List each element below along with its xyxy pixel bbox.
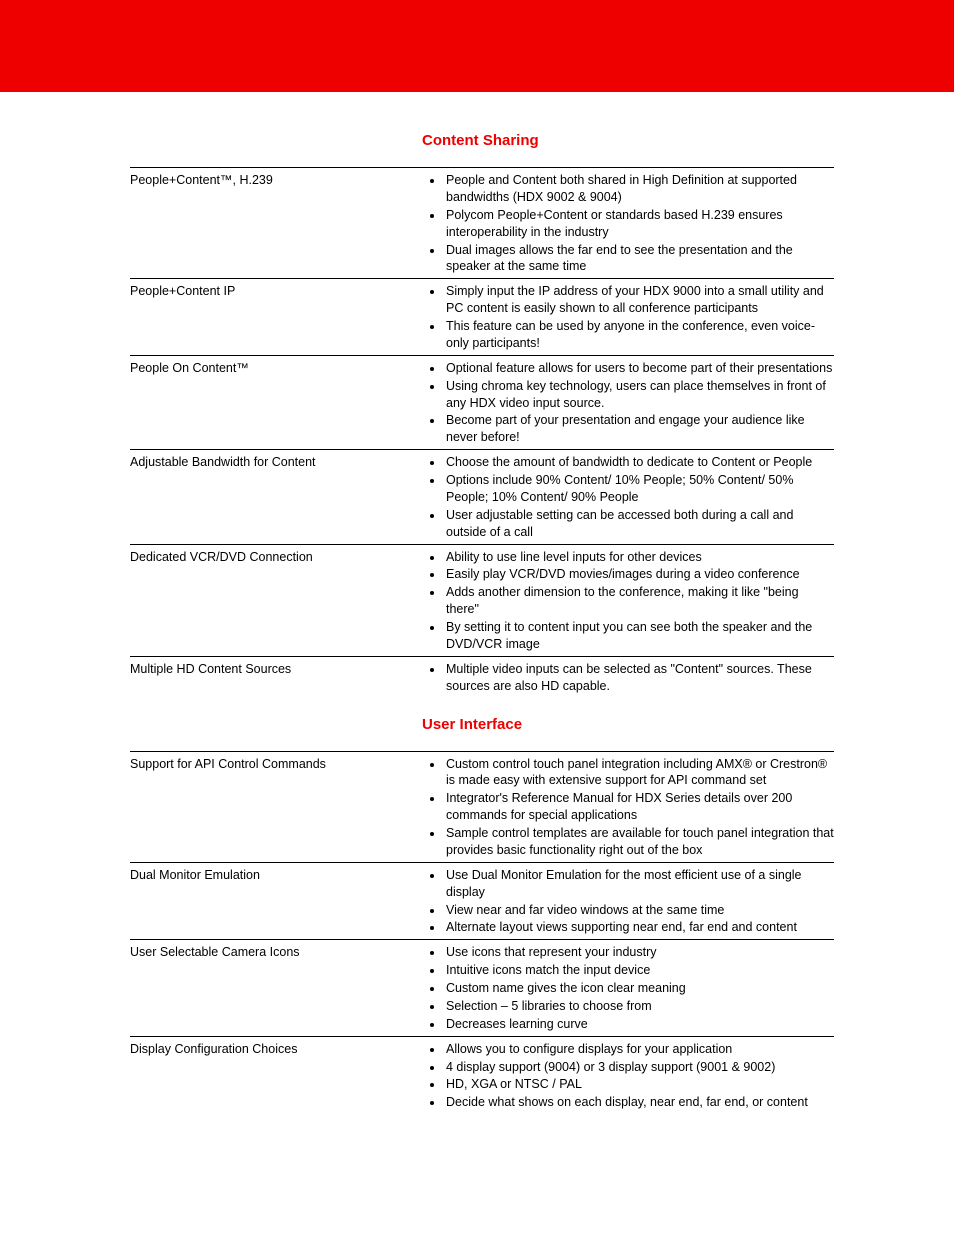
page-content: Content Sharing People+Content™, H.239 P… (0, 92, 954, 1114)
feature-label: Adjustable Bandwidth for Content (130, 454, 422, 541)
feature-details: Multiple video inputs can be selected as… (422, 661, 834, 696)
list-item: Multiple video inputs can be selected as… (444, 661, 834, 695)
feature-label: Support for API Control Commands (130, 756, 422, 860)
section-title: User Interface (422, 716, 834, 733)
list-item: Polycom People+Content or standards base… (444, 207, 834, 241)
list-item: Decreases learning curve (444, 1016, 834, 1033)
feature-details: Simply input the IP address of your HDX … (422, 283, 834, 353)
section-title: Content Sharing (422, 132, 834, 149)
list-item: Allows you to configure displays for you… (444, 1041, 834, 1058)
list-item: Adds another dimension to the conference… (444, 584, 834, 618)
feature-details: Ability to use line level inputs for oth… (422, 549, 834, 654)
list-item: Simply input the IP address of your HDX … (444, 283, 834, 317)
table-row: Support for API Control Commands Custom … (130, 751, 834, 862)
feature-label: People+Content IP (130, 283, 422, 353)
list-item: Use Dual Monitor Emulation for the most … (444, 867, 834, 901)
feature-details: Optional feature allows for users to bec… (422, 360, 834, 447)
list-item: View near and far video windows at the s… (444, 902, 834, 919)
table-row: People+Content™, H.239 People and Conten… (130, 167, 834, 278)
feature-label: People On Content™ (130, 360, 422, 447)
table-row: Adjustable Bandwidth for Content Choose … (130, 449, 834, 543)
feature-label: User Selectable Camera Icons (130, 944, 422, 1033)
table-row: People On Content™ Optional feature allo… (130, 355, 834, 449)
list-item: Selection – 5 libraries to choose from (444, 998, 834, 1015)
list-item: Dual images allows the far end to see th… (444, 242, 834, 276)
feature-label: Multiple HD Content Sources (130, 661, 422, 696)
list-item: Use icons that represent your industry (444, 944, 834, 961)
list-item: Easily play VCR/DVD movies/images during… (444, 566, 834, 583)
list-item: Become part of your presentation and eng… (444, 412, 834, 446)
list-item: Choose the amount of bandwidth to dedica… (444, 454, 834, 471)
feature-details: Choose the amount of bandwidth to dedica… (422, 454, 834, 541)
list-item: Custom name gives the icon clear meaning (444, 980, 834, 997)
list-item: Sample control templates are available f… (444, 825, 834, 859)
list-item: People and Content both shared in High D… (444, 172, 834, 206)
feature-label: People+Content™, H.239 (130, 172, 422, 276)
list-item: Optional feature allows for users to bec… (444, 360, 834, 377)
feature-details: Use icons that represent your industry I… (422, 944, 834, 1033)
feature-details: Custom control touch panel integration i… (422, 756, 834, 860)
table-row: Display Configuration Choices Allows you… (130, 1036, 834, 1115)
header-bar (0, 0, 954, 92)
feature-label: Display Configuration Choices (130, 1041, 422, 1113)
feature-label: Dedicated VCR/DVD Connection (130, 549, 422, 654)
table-row: Multiple HD Content Sources Multiple vid… (130, 656, 834, 698)
list-item: Using chroma key technology, users can p… (444, 378, 834, 412)
list-item: Custom control touch panel integration i… (444, 756, 834, 790)
table-row: User Selectable Camera Icons Use icons t… (130, 939, 834, 1035)
list-item: Intuitive icons match the input device (444, 962, 834, 979)
list-item: Decide what shows on each display, near … (444, 1094, 834, 1111)
table-row: People+Content IP Simply input the IP ad… (130, 278, 834, 355)
list-item: 4 display support (9004) or 3 display su… (444, 1059, 834, 1076)
list-item: Integrator's Reference Manual for HDX Se… (444, 790, 834, 824)
feature-details: Allows you to configure displays for you… (422, 1041, 834, 1113)
table-row: Dual Monitor Emulation Use Dual Monitor … (130, 862, 834, 940)
table-row: Dedicated VCR/DVD Connection Ability to … (130, 544, 834, 656)
list-item: HD, XGA or NTSC / PAL (444, 1076, 834, 1093)
feature-label: Dual Monitor Emulation (130, 867, 422, 938)
list-item: This feature can be used by anyone in th… (444, 318, 834, 352)
list-item: Ability to use line level inputs for oth… (444, 549, 834, 566)
feature-details: Use Dual Monitor Emulation for the most … (422, 867, 834, 938)
list-item: User adjustable setting can be accessed … (444, 507, 834, 541)
list-item: Alternate layout views supporting near e… (444, 919, 834, 936)
feature-details: People and Content both shared in High D… (422, 172, 834, 276)
list-item: By setting it to content input you can s… (444, 619, 834, 653)
list-item: Options include 90% Content/ 10% People;… (444, 472, 834, 506)
